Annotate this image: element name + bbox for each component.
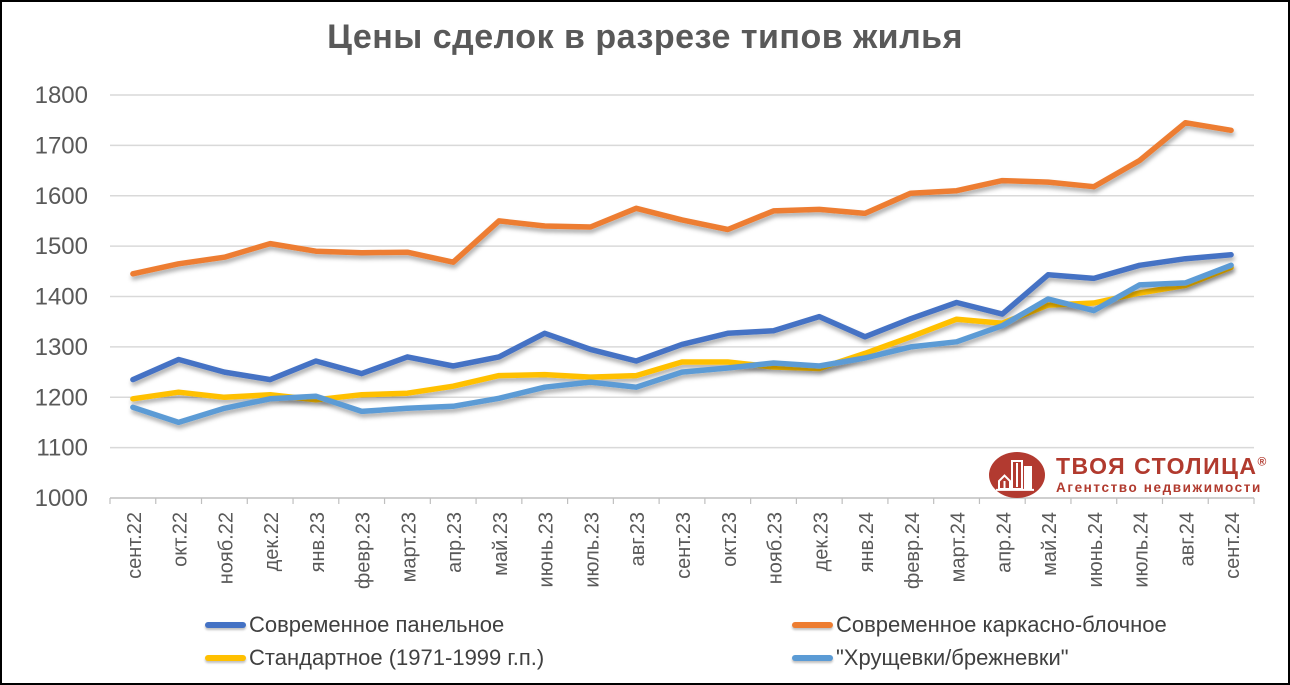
legend-item-0: Современное панельное — [205, 608, 504, 641]
legend-label: "Хрущевки/брежневки" — [836, 644, 1069, 670]
x-tick-label-май.23: май.23 — [490, 512, 512, 576]
y-tick-label-1100: 1100 — [36, 435, 88, 462]
registered-mark: ® — [1257, 454, 1268, 469]
x-tick-label-февр.24: февр.24 — [902, 512, 924, 589]
series-lines — [130, 119, 1234, 426]
legend-marker-icon — [792, 654, 833, 661]
legend-marker-icon — [205, 621, 246, 628]
x-tick-label-авг.23: авг.23 — [627, 512, 649, 566]
x-tick-label-нояб.22: нояб.22 — [215, 512, 237, 584]
x-tick-label-окт.23: окт.23 — [719, 512, 741, 567]
x-tick-label-июль.24: июль.24 — [1131, 512, 1153, 588]
y-tick-label-1300: 1300 — [35, 334, 88, 361]
y-tick-label-1500: 1500 — [35, 233, 88, 260]
legend-label: Современное каркасно-блочное — [836, 611, 1167, 637]
x-axis — [109, 498, 1255, 504]
legend-item-2: Стандартное (1971-1999 г.п.) — [205, 641, 544, 674]
series-line--хрущевки-брежневки- — [130, 262, 1234, 426]
chart-title: Цены сделок в разрезе типов жилья — [327, 18, 963, 56]
legend-label: Современное панельное — [249, 611, 505, 637]
x-tick-label-нояб.23: нояб.23 — [765, 512, 787, 584]
legend-row-2: Стандартное (1971-1999 г.п.) "Хрущевки/бр… — [2, 641, 1288, 674]
series-line-стандартное-1971-1999-г-п- — [130, 264, 1234, 403]
logo-text: ТВОЯ СТОЛИЦА® Агентство недвижимости — [1056, 455, 1268, 495]
x-tick-label-сент.23: сент.23 — [673, 512, 695, 579]
x-tick-label-сент.24: сент.24 — [1222, 512, 1244, 579]
x-tick-label-февр.23: февр.23 — [353, 512, 375, 589]
y-tick-label-1600: 1600 — [35, 183, 88, 210]
y-tick-label-1200: 1200 — [35, 384, 88, 411]
logo-buildings-icon — [989, 452, 1045, 498]
series-line-современное-панельное — [130, 251, 1234, 383]
y-tick-label-1400: 1400 — [35, 284, 88, 311]
x-tick-label-апр.24: апр.24 — [993, 512, 1015, 573]
legend-item-1: Современное каркасно-блочное — [792, 608, 1167, 641]
x-tick-label-дек.23: дек.23 — [810, 512, 832, 571]
legend-item-3: "Хрущевки/брежневки" — [792, 641, 1069, 674]
agency-logo: ТВОЯ СТОЛИЦА® Агентство недвижимости — [988, 451, 1268, 499]
logo-tagline: Агентство недвижимости — [1056, 480, 1262, 496]
x-tick-label-дек.22: дек.22 — [261, 512, 283, 571]
x-tick-label-авг.24: авг.24 — [1176, 512, 1198, 566]
x-tick-label-март.24: март.24 — [948, 512, 970, 582]
x-tick-label-сент.22: сент.22 — [124, 512, 146, 579]
x-tick-label-март.23: март.23 — [398, 512, 420, 582]
legend-label: Стандартное (1971-1999 г.п.) — [249, 644, 545, 670]
y-tick-label-1000: 1000 — [35, 485, 88, 512]
x-tick-label-апр.23: апр.23 — [444, 512, 466, 573]
logo-name: ТВОЯ СТОЛИЦА® — [1056, 453, 1268, 480]
x-tick-label-июль.23: июль.23 — [581, 512, 603, 588]
x-tick-label-янв.23: янв.23 — [307, 512, 329, 572]
legend-marker-icon — [792, 621, 833, 628]
gridlines — [110, 94, 1254, 499]
legend-row-1: Современное панельное Современное каркасн… — [2, 608, 1288, 641]
x-axis-tick-labels: сент.22 окт.22 нояб.22 дек.22 янв.23 февр.23 м… — [124, 512, 1244, 589]
x-tick-label-янв.24: янв.24 — [856, 512, 878, 572]
series-line-современное-каркасно-блочное — [130, 119, 1234, 277]
y-tick-label-1700: 1700 — [35, 132, 88, 159]
y-tick-label-1800: 1800 — [35, 82, 88, 109]
x-tick-label-июнь.24: июнь.24 — [1085, 512, 1107, 587]
y-axis-tick-labels: 1000 1100 1200 1300 1400 1500 1600 1700 1800 — [35, 82, 88, 512]
legend-marker-icon — [205, 654, 246, 661]
x-tick-label-окт.22: окт.22 — [170, 512, 192, 567]
x-tick-label-июнь.23: июнь.23 — [536, 512, 558, 587]
x-tick-label-май.24: май.24 — [1039, 512, 1061, 576]
